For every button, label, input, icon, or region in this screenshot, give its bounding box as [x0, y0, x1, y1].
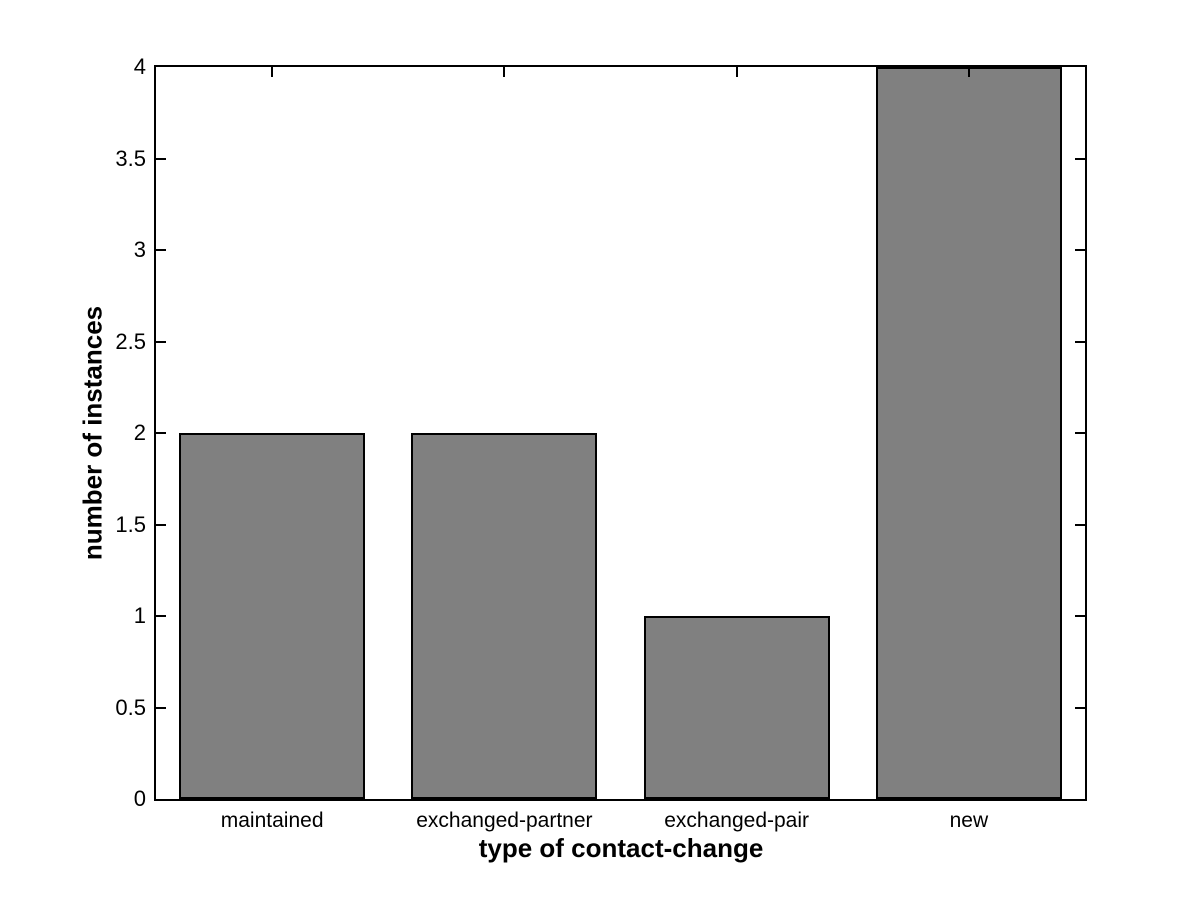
- bar-exchanged-pair: [643, 616, 830, 799]
- bar-new: [875, 67, 1062, 799]
- x-tick-mark-top: [967, 67, 970, 77]
- y-tick-mark-right: [1075, 432, 1085, 434]
- y-axis-label: number of instances: [77, 305, 108, 561]
- y-tick-mark-right: [1075, 157, 1085, 160]
- y-tick-mark-left: [156, 523, 166, 526]
- y-tick-label: 0: [133, 786, 146, 811]
- y-tick-mark-left: [156, 706, 166, 709]
- x-tick-mark-top: [503, 67, 506, 77]
- plot-area: [154, 65, 1087, 801]
- y-tick-mark-left: [156, 340, 166, 343]
- y-tick-label: 1: [133, 603, 146, 628]
- y-tick-mark-left: [156, 432, 166, 434]
- y-tick-mark-right: [1075, 706, 1085, 709]
- y-tick-label: 3.5: [115, 145, 146, 171]
- y-tick-mark-right: [1075, 249, 1085, 251]
- x-tick-label: maintained: [220, 809, 324, 832]
- x-tick-mark-top: [271, 67, 274, 77]
- y-tick-mark-left: [156, 157, 166, 160]
- y-tick-mark-right: [1075, 523, 1085, 526]
- bar-maintained: [179, 433, 366, 799]
- x-tick-label: exchanged-pair: [664, 809, 810, 832]
- y-tick-label: 2.5: [115, 328, 146, 354]
- y-tick-mark-left: [156, 249, 166, 251]
- x-tick-label: new: [949, 809, 989, 832]
- y-tick-label: 0.5: [115, 694, 146, 720]
- x-tick-label: exchanged-partner: [416, 809, 593, 832]
- y-tick-label: 4: [133, 54, 146, 79]
- y-tick-mark-right: [1075, 340, 1085, 343]
- x-axis-label: type of contact-change: [478, 833, 764, 863]
- y-tick-label: 3: [133, 237, 146, 262]
- y-tick-mark-right: [1075, 615, 1085, 617]
- y-tick-label: 2: [133, 420, 146, 445]
- y-tick-mark-left: [156, 615, 166, 617]
- x-tick-mark-top: [735, 67, 738, 77]
- y-tick-label: 1.5: [115, 511, 146, 537]
- bar-exchanged-partner: [411, 433, 598, 799]
